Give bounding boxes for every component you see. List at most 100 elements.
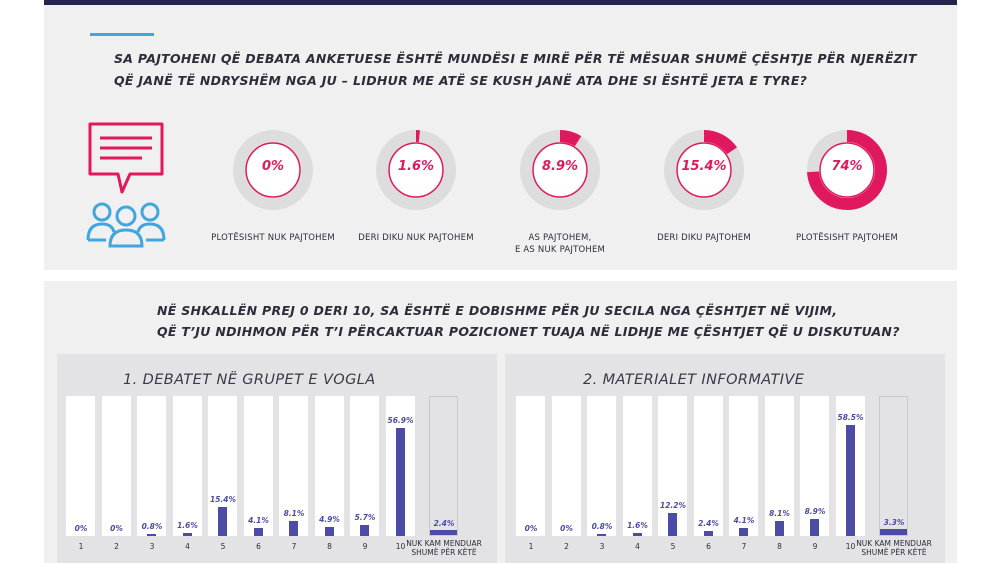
bar-column [658, 396, 687, 536]
chart2-title: 2. MATERIALET INFORMATIVE [583, 372, 805, 388]
bar-column [800, 396, 829, 536]
chart1-title: 1. DEBATET NË GRUPET E VOGLA [123, 372, 376, 388]
bar [845, 425, 855, 536]
donut-slice [664, 130, 744, 210]
x-tick-label: 8 [327, 542, 332, 551]
x-tick-label: 4 [635, 542, 640, 551]
donut-slice [807, 130, 887, 210]
bar-column [385, 396, 415, 536]
donut-value-label: 74% [831, 159, 863, 174]
x-tick-label: 10 [395, 542, 406, 551]
bar-column [622, 396, 652, 536]
bar-column [429, 396, 458, 536]
bar-column [551, 396, 581, 536]
x-tick-label: 9 [362, 542, 368, 551]
bar-column [66, 396, 95, 536]
donut-track [233, 130, 313, 210]
donut-category-label: PLOTËSISHT PAJTOHEM [795, 233, 899, 243]
bar [739, 528, 748, 536]
bar [703, 531, 713, 536]
bar-column [243, 396, 273, 536]
bar-column [764, 396, 794, 536]
bar-column [279, 396, 308, 536]
x-tick-label: 9 [812, 542, 818, 551]
x-tick-label: 7 [291, 542, 297, 551]
x-tick-label: 6 [256, 542, 261, 551]
bar [597, 534, 606, 536]
x-tick-label: 3 [149, 542, 155, 551]
bar [668, 512, 677, 536]
x-tick-label: 6 [706, 542, 711, 551]
bar-column [172, 396, 202, 536]
bar-column [208, 396, 237, 536]
people-group-icon [86, 202, 166, 248]
x-tick-label: 2 [114, 542, 119, 551]
donut-center [676, 142, 732, 198]
bar [632, 532, 642, 536]
x-tick-label: 8 [777, 542, 782, 551]
donut-center [245, 142, 301, 198]
bar-value-label: 8.1% [283, 508, 305, 518]
bar [289, 520, 298, 536]
bar-value-label: 4.1% [733, 516, 755, 526]
bar-value-label: 1.6% [627, 520, 648, 530]
x-tick-label: NUK KAM MENDUAR SHUMË PËR KËTË [856, 539, 932, 557]
bar-column [137, 396, 166, 536]
bar [430, 530, 457, 535]
donut-value-label: 0% [261, 159, 285, 174]
bar-column [101, 396, 131, 536]
donut-3 [520, 130, 600, 210]
question1-panel [44, 5, 957, 270]
bar [147, 534, 156, 536]
bar-value-label: 2.4% [698, 519, 719, 529]
donut-slice [376, 130, 456, 210]
donut-1 [233, 130, 313, 210]
speech-bubble-icon [86, 122, 166, 248]
bar-value-label: 3.3% [883, 517, 905, 527]
donut-category-label: AS PAJTOHEM, E AS NUK PAJTOHEM [514, 233, 606, 255]
bar-value-label: 2.4% [433, 519, 455, 529]
bar-column [314, 396, 344, 536]
donut-2 [376, 130, 456, 210]
x-tick-label: 5 [670, 542, 676, 551]
bar-column [516, 396, 545, 536]
donut-category-label: PLOTËSISHT NUK PAJTOHEM [211, 233, 335, 243]
x-tick-label: 5 [220, 542, 226, 551]
x-tick-label: 2 [564, 542, 569, 551]
accent-line [90, 33, 154, 36]
bar-column [693, 396, 723, 536]
bar-value-label: 12.2% [659, 500, 687, 510]
donut-category-label: DERI DIKU PAJTOHEM [657, 233, 751, 243]
bar-value-label: 15.4% [209, 494, 237, 504]
bar-value-label: 0% [560, 524, 573, 533]
bar-value-label: 5.7% [354, 513, 376, 523]
donut-value-label: 8.9% [541, 159, 579, 174]
bar-column [835, 396, 865, 536]
x-tick-label: 1 [528, 542, 534, 551]
bar [253, 528, 263, 536]
bar-value-label: 8.1% [769, 508, 790, 518]
bar-value-label: 56.9% [387, 416, 414, 426]
bar-value-label: 0% [110, 524, 123, 533]
bar-value-label: 1.6% [177, 520, 198, 530]
donut-category-label: DERI DIKU NUK PAJTOHEM [358, 233, 474, 243]
bar-value-label: 0.8% [591, 522, 613, 531]
bar [360, 525, 369, 536]
bar [182, 532, 192, 536]
donut-value-label: 1.6% [397, 159, 435, 174]
bar [810, 519, 819, 536]
bar [324, 526, 334, 536]
donut-4 [664, 130, 744, 210]
donut-slice [520, 130, 600, 210]
donut-center [388, 142, 444, 198]
question2-line1: NË SHKALLËN PREJ 0 DERI 10, SA ËSHTË E D… [157, 303, 838, 318]
donut-center [819, 142, 875, 198]
bar-value-label: 0.8% [141, 522, 163, 531]
x-tick-label: 3 [599, 542, 605, 551]
x-tick-label: 1 [78, 542, 84, 551]
x-tick-label: 7 [741, 542, 747, 551]
bar-column [587, 396, 616, 536]
bar-column [879, 396, 908, 536]
bar-value-label: 0% [524, 524, 538, 533]
bar-value-label: 4.1% [248, 516, 269, 526]
